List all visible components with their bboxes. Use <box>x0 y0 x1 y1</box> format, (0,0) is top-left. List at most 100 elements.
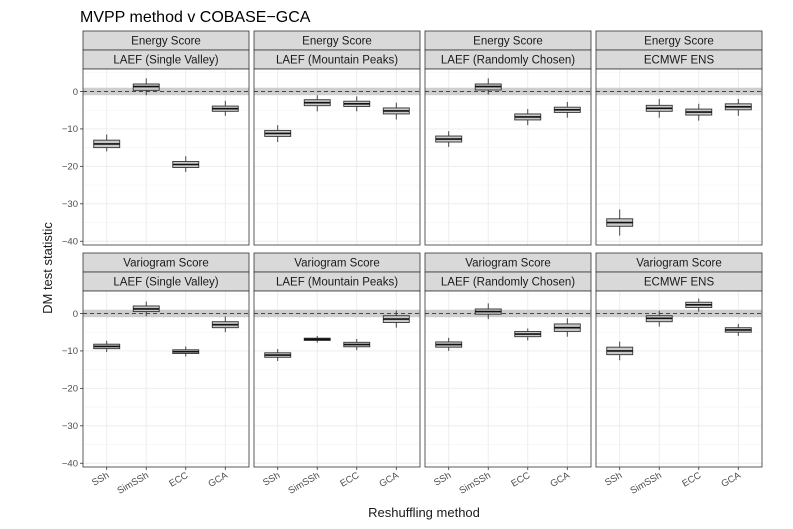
panel-variogram-score-ecmwf-ens: Variogram Score ECMWF ENS SSh SimSSh ECC GCA <box>595 252 763 497</box>
box-ssh <box>435 131 463 147</box>
y-tick-label: −40 <box>62 237 78 248</box>
strip-model-label: LAEF (Randomly Chosen) <box>441 277 575 289</box>
box-ecc <box>685 298 713 312</box>
y-tick-label: −10 <box>62 346 78 357</box>
box-ssh <box>264 349 292 362</box>
strip-model-label: LAEF (Single Valley) <box>113 55 218 67</box>
x-tick-label: SimSSh <box>116 470 151 497</box>
strip-model-label: LAEF (Single Valley) <box>113 277 218 289</box>
box-gca <box>382 102 410 120</box>
panel-border <box>253 290 421 468</box>
facet-grid: Energy Score LAEF (Single Valley) 0 −10 −20 −… <box>62 30 763 497</box>
x-tick-label: SimSSh <box>458 470 493 497</box>
x-tick-label: SimSSh <box>287 470 322 497</box>
x-tick-label: SSh <box>603 470 624 489</box>
box-gca <box>211 316 239 333</box>
box-ssh <box>93 340 121 353</box>
box-ssh <box>606 209 634 236</box>
y-tick-label: −30 <box>62 421 78 432</box>
x-tick-label: GCA <box>548 470 572 490</box>
x-tick-label: SSh <box>261 470 282 489</box>
panel-border <box>424 290 592 468</box>
zero-reference-band <box>83 309 249 318</box>
strip-score-label: Variogram Score <box>636 258 721 270</box>
panel-border <box>82 290 250 468</box>
box-ecc <box>514 109 542 126</box>
panel-background <box>425 69 591 245</box>
box-gca <box>211 100 239 116</box>
panel-energy-score-laef-single-valley: Energy Score LAEF (Single Valley) 0 −10 −20 −… <box>62 30 250 248</box>
box-ecc <box>514 328 542 341</box>
panel-background <box>83 291 249 467</box>
strip-score-label: Energy Score <box>131 36 201 48</box>
strip-score-label: Variogram Score <box>123 258 208 270</box>
box-simssh <box>645 310 673 327</box>
panel-background <box>425 291 591 467</box>
x-tick-label: SSh <box>90 470 111 489</box>
zero-reference-band <box>425 87 591 96</box>
strip-score-label: Energy Score <box>644 36 714 48</box>
strip-model-label: LAEF (Mountain Peaks) <box>276 55 398 67</box>
zero-reference-band <box>254 309 420 318</box>
panel-border <box>82 68 250 246</box>
zero-reference-band <box>596 87 762 96</box>
panel-border <box>253 68 421 246</box>
panel-energy-score-laef-mountain-peaks: Energy Score LAEF (Mountain Peaks) <box>253 30 421 246</box>
x-axis-title: Reshuffling method <box>368 505 480 520</box>
strip-score-label: Energy Score <box>302 36 372 48</box>
plot-title: MVPP method v COBASE−GCA <box>80 9 311 26</box>
box-simssh <box>132 78 160 96</box>
x-tick-label: GCA <box>377 470 401 490</box>
box-ssh <box>264 125 292 143</box>
panel-background <box>83 69 249 245</box>
box-ecc <box>343 338 371 351</box>
zero-reference-band <box>254 87 420 96</box>
box-gca <box>724 323 752 336</box>
x-tick-label: GCA <box>719 470 743 490</box>
box-simssh <box>645 98 673 118</box>
y-tick-label: 0 <box>73 309 78 320</box>
x-tick-label: SimSSh <box>629 470 664 497</box>
strip-model-label: LAEF (Mountain Peaks) <box>276 277 398 289</box>
box-gca <box>382 310 410 328</box>
strip-model-label: ECMWF ENS <box>644 55 715 67</box>
x-tick-label: ECC <box>167 470 190 490</box>
box-ecc <box>172 156 200 172</box>
y-tick-label: −40 <box>62 459 78 470</box>
strip-score-label: Variogram Score <box>465 258 550 270</box>
panel-variogram-score-laef-mountain-peaks: Variogram Score LAEF (Mountain Peaks) SSh S… <box>253 252 421 497</box>
x-tick-label: ECC <box>338 470 361 490</box>
strip-score-label: Variogram Score <box>294 258 379 270</box>
box-ecc <box>343 96 371 112</box>
strip-score-label: Energy Score <box>473 36 543 48</box>
x-tick-label: GCA <box>206 470 230 490</box>
strip-model-label: ECMWF ENS <box>644 277 715 289</box>
box-simssh <box>303 335 331 343</box>
box-simssh <box>474 78 502 95</box>
box-simssh <box>303 95 331 112</box>
panel-energy-score-ecmwf-ens: Energy Score ECMWF ENS <box>595 30 763 246</box>
x-tick-label: SSh <box>432 470 453 489</box>
box-ssh <box>93 134 121 152</box>
x-tick-label: ECC <box>680 470 703 490</box>
panel-border <box>595 290 763 468</box>
box-simssh <box>132 301 160 317</box>
panel-border <box>424 68 592 246</box>
box-gca <box>553 101 581 118</box>
x-tick-label: ECC <box>509 470 532 490</box>
panel-background <box>254 69 420 245</box>
y-axis-title: DM test statistic <box>40 222 55 314</box>
panel-background <box>596 69 762 245</box>
box-ssh <box>606 341 634 361</box>
y-tick-label: −20 <box>62 384 78 395</box>
y-tick-label: 0 <box>73 87 78 98</box>
y-tick-label: −10 <box>62 124 78 135</box>
panel-variogram-score-laef-single-valley: Variogram Score LAEF (Single Valley) 0 −10 −… <box>62 252 250 497</box>
y-tick-label: −20 <box>62 162 78 173</box>
box-ssh <box>435 337 463 351</box>
panel-energy-score-laef-randomly-chosen: Energy Score LAEF (Randomly Chosen) <box>424 30 592 246</box>
strip-model-label: LAEF (Randomly Chosen) <box>441 55 575 67</box>
zero-reference-band <box>596 309 762 318</box>
